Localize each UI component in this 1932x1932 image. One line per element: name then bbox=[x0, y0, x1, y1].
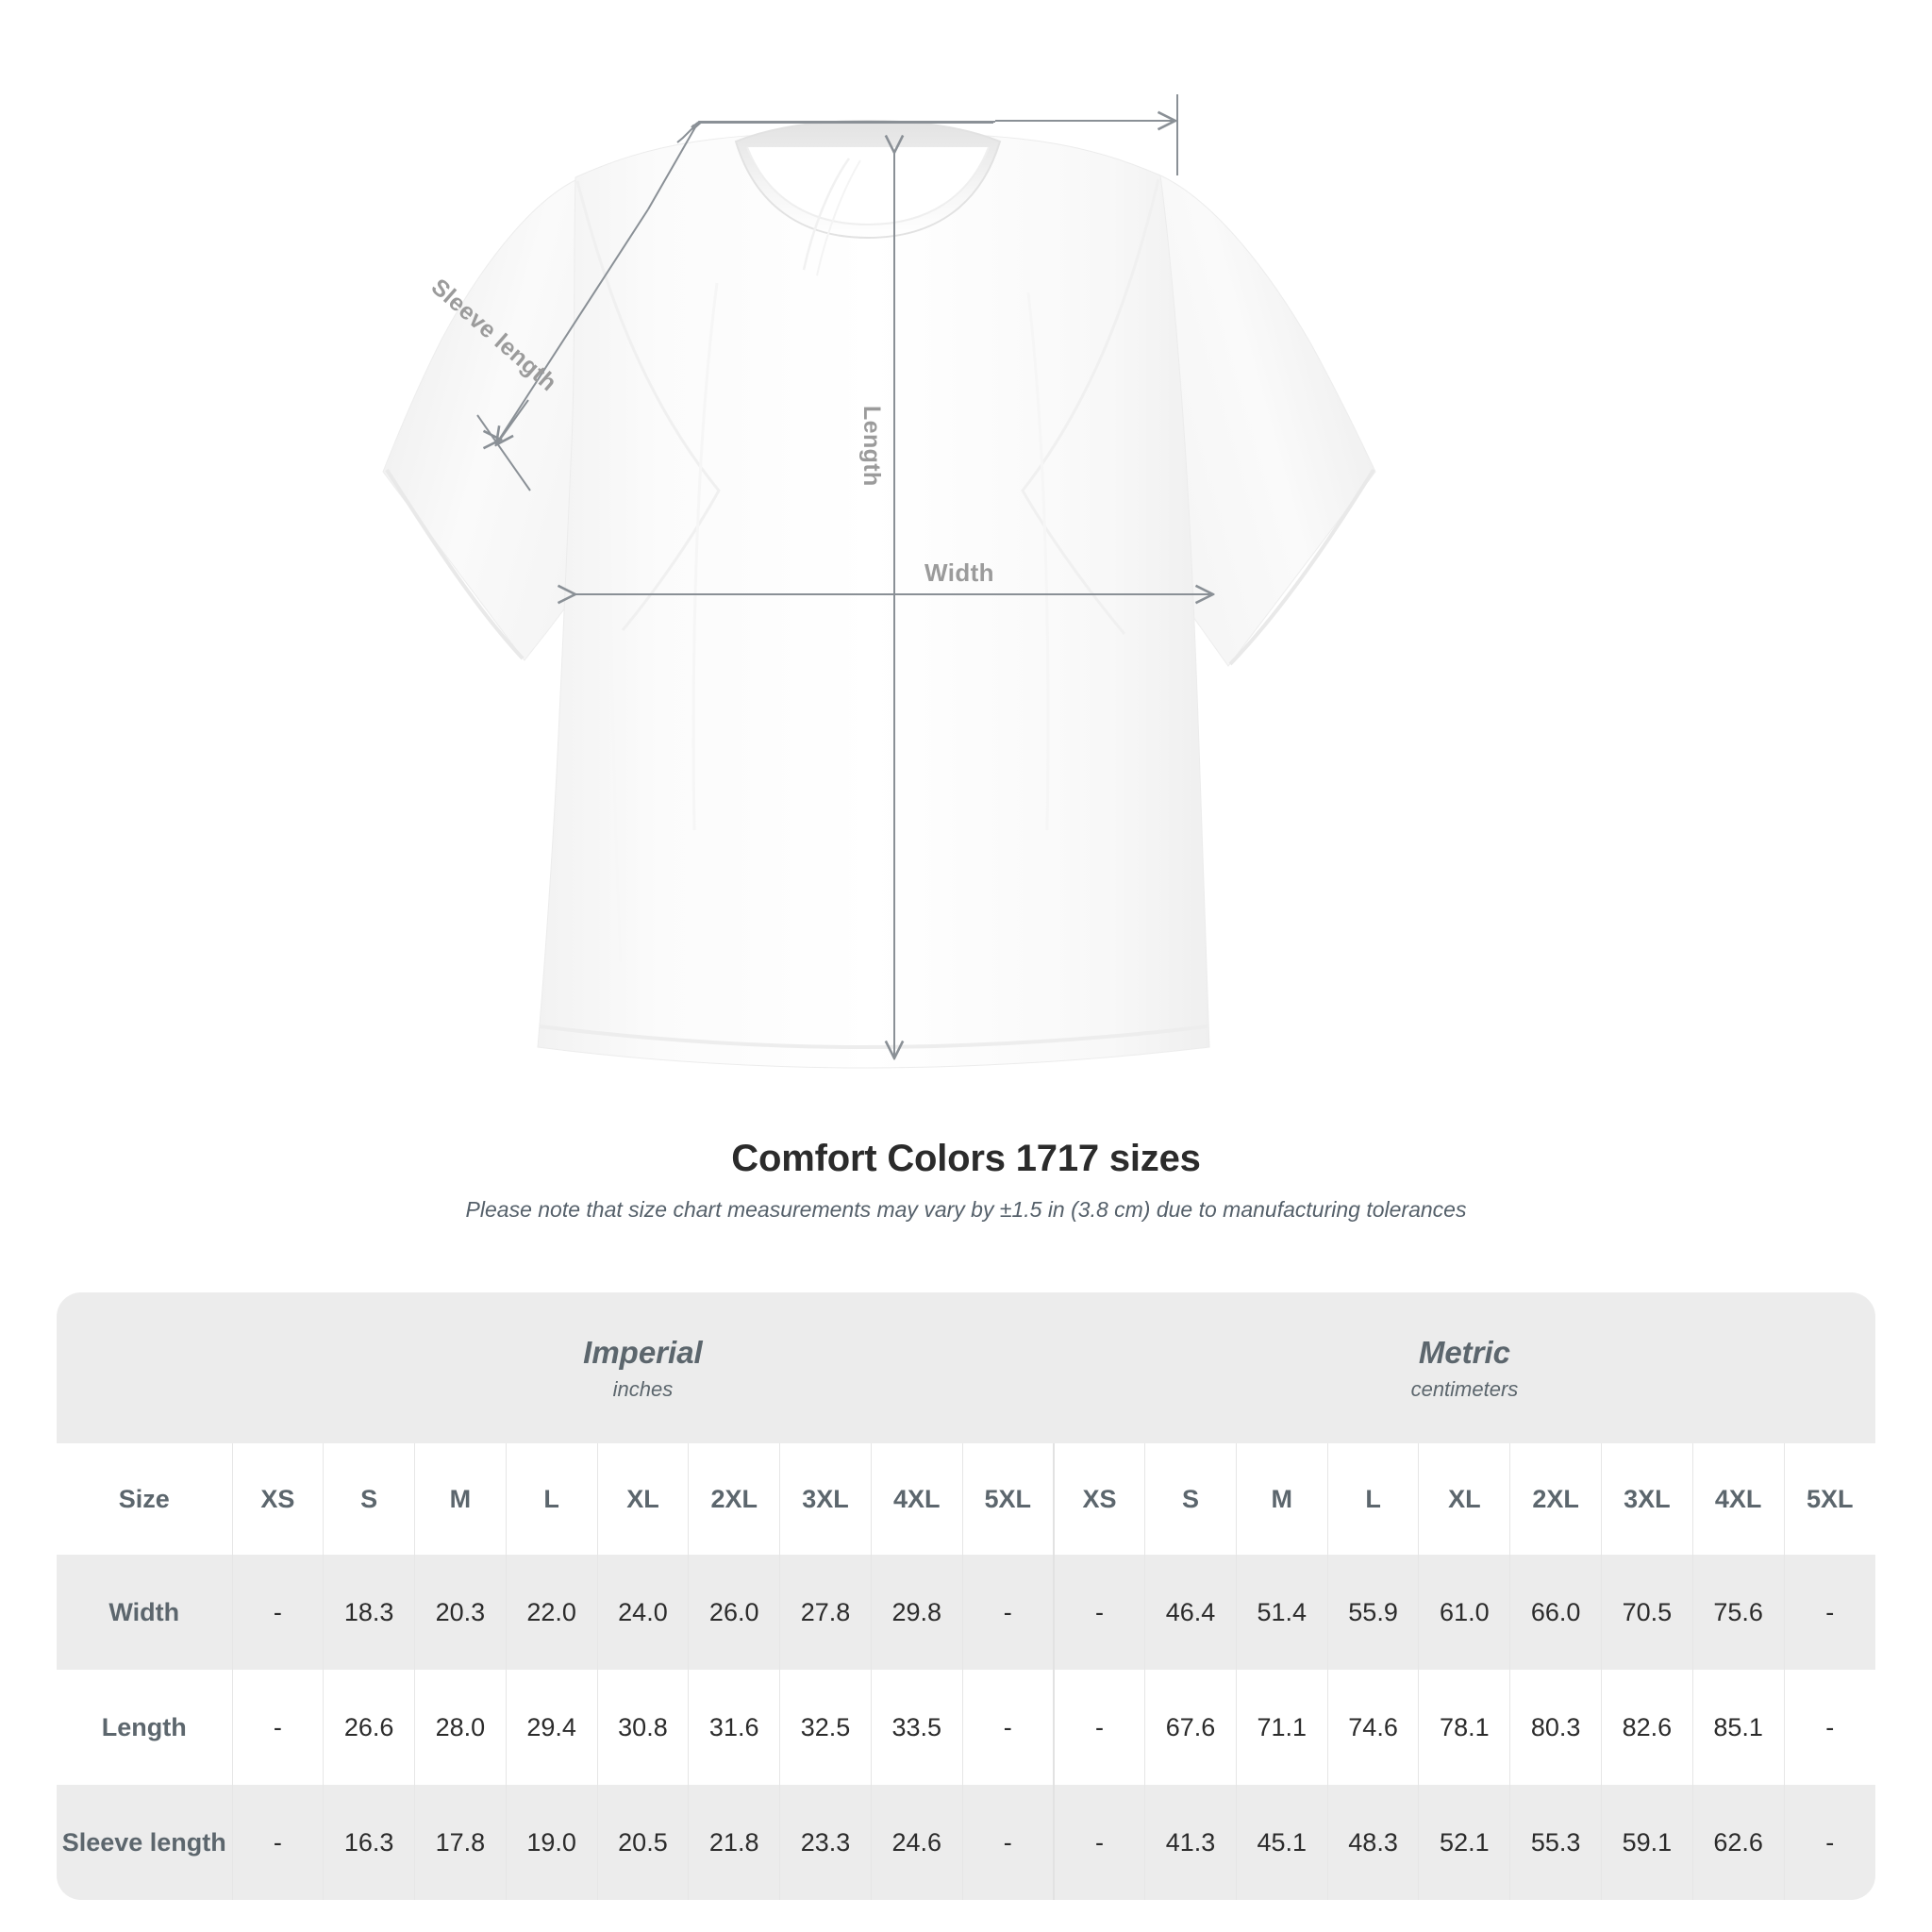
row-label-sleeve-length: Sleeve length bbox=[57, 1785, 232, 1900]
measurement-lines bbox=[476, 94, 1211, 1057]
size-header-imperial-4xl: 4XL bbox=[870, 1443, 963, 1555]
cell-metric-length-3xl: 82.6 bbox=[1600, 1670, 1693, 1785]
page-title: Comfort Colors 1717 sizes bbox=[731, 1138, 1201, 1179]
unit-group-unit: inches bbox=[612, 1376, 674, 1401]
unit-group-header-row: Imperial inches Metric centimeters bbox=[57, 1292, 1875, 1443]
cell-metric-length-5xl: - bbox=[1783, 1670, 1875, 1785]
size-header-imperial-2xl: 2XL bbox=[688, 1443, 780, 1555]
cell-metric-sleeve-length-4xl: 62.6 bbox=[1691, 1785, 1785, 1900]
cell-imperial-length-m: 28.0 bbox=[414, 1670, 507, 1785]
cell-imperial-length-3xl: 32.5 bbox=[779, 1670, 872, 1785]
size-header-metric-3xl: 3XL bbox=[1600, 1443, 1693, 1555]
row-label-length: Length bbox=[57, 1670, 232, 1785]
table-row: Width -18.3 20.3 22.0 24.0 26.0 27.8 29.8- -46.4… bbox=[57, 1555, 1875, 1670]
cell-metric-length-s: 67.6 bbox=[1144, 1670, 1237, 1785]
cell-metric-width-m: 51.4 bbox=[1235, 1555, 1328, 1670]
size-header-metric-xs: XS bbox=[1052, 1443, 1145, 1555]
size-header-metric-m: M bbox=[1235, 1443, 1328, 1555]
unit-group-name: Metric bbox=[1418, 1335, 1511, 1370]
tolerance-note: Please note that size chart measurements… bbox=[465, 1197, 1467, 1222]
cell-imperial-sleeve-length-xl: 20.5 bbox=[596, 1785, 689, 1900]
cell-imperial-sleeve-length-s: 16.3 bbox=[323, 1785, 415, 1900]
table-row: Sleeve length -16.3 17.8 19.0 20.5 21.8 23.3 24… bbox=[57, 1785, 1875, 1900]
length-dimension-label: Length bbox=[858, 406, 885, 487]
cell-metric-sleeve-length-2xl: 55.3 bbox=[1509, 1785, 1602, 1900]
cell-imperial-width-xl: 24.0 bbox=[596, 1555, 689, 1670]
size-header-imperial-s: S bbox=[323, 1443, 415, 1555]
size-header-row: Size XS S M L XL 2XL 3XL 4XL 5XL XS S M L XL 2XL 3XL 4XL 5… bbox=[57, 1443, 1875, 1555]
size-header-metric-2xl: 2XL bbox=[1509, 1443, 1602, 1555]
cell-imperial-width-xs: - bbox=[231, 1555, 324, 1670]
cell-metric-sleeve-length-s: 41.3 bbox=[1144, 1785, 1237, 1900]
row-label-width: Width bbox=[57, 1555, 232, 1670]
cell-imperial-length-s: 26.6 bbox=[323, 1670, 415, 1785]
size-header-metric-5xl: 5XL bbox=[1783, 1443, 1875, 1555]
cell-imperial-sleeve-length-xs: - bbox=[231, 1785, 324, 1900]
cell-imperial-length-5xl: - bbox=[961, 1670, 1054, 1785]
unit-group-metric: Metric centimeters bbox=[1053, 1292, 1875, 1443]
cell-metric-length-4xl: 85.1 bbox=[1691, 1670, 1785, 1785]
cell-imperial-width-5xl: - bbox=[961, 1555, 1054, 1670]
unit-group-imperial: Imperial inches bbox=[232, 1292, 1054, 1443]
cell-imperial-width-4xl: 29.8 bbox=[870, 1555, 963, 1670]
size-header-metric-4xl: 4XL bbox=[1691, 1443, 1785, 1555]
cell-imperial-width-2xl: 26.0 bbox=[688, 1555, 780, 1670]
size-header-imperial-l: L bbox=[505, 1443, 598, 1555]
size-header-imperial-xl: XL bbox=[596, 1443, 689, 1555]
cell-metric-width-l: 55.9 bbox=[1326, 1555, 1419, 1670]
cell-imperial-sleeve-length-5xl: - bbox=[961, 1785, 1054, 1900]
cell-imperial-width-3xl: 27.8 bbox=[779, 1555, 872, 1670]
cell-imperial-sleeve-length-l: 19.0 bbox=[505, 1785, 598, 1900]
unit-row-corner-cell bbox=[57, 1292, 232, 1443]
chart-caption: Comfort Colors 1717 sizes Please note th… bbox=[0, 1137, 1932, 1224]
cell-metric-sleeve-length-l: 48.3 bbox=[1326, 1785, 1419, 1900]
cell-imperial-width-s: 18.3 bbox=[323, 1555, 415, 1670]
size-header-imperial-3xl: 3XL bbox=[779, 1443, 872, 1555]
cell-metric-length-xl: 78.1 bbox=[1418, 1670, 1510, 1785]
size-chart-table-container: Imperial inches Metric centimeters Size XS S M L… bbox=[57, 1292, 1875, 1900]
cell-imperial-sleeve-length-m: 17.8 bbox=[414, 1785, 507, 1900]
cell-metric-width-s: 46.4 bbox=[1144, 1555, 1237, 1670]
cell-metric-sleeve-length-m: 45.1 bbox=[1235, 1785, 1328, 1900]
cell-imperial-width-l: 22.0 bbox=[505, 1555, 598, 1670]
size-header-metric-s: S bbox=[1144, 1443, 1237, 1555]
table-row: Length -26.6 28.0 29.4 30.8 31.6 32.5 33.5- -67.… bbox=[57, 1670, 1875, 1785]
width-dimension-label: Width bbox=[924, 558, 994, 587]
cell-metric-length-m: 71.1 bbox=[1235, 1670, 1328, 1785]
size-chart-table: Imperial inches Metric centimeters Size XS S M L… bbox=[57, 1292, 1875, 1900]
cell-imperial-length-2xl: 31.6 bbox=[688, 1670, 780, 1785]
unit-group-name: Imperial bbox=[583, 1335, 703, 1370]
cell-imperial-length-l: 29.4 bbox=[505, 1670, 598, 1785]
cell-metric-width-5xl: - bbox=[1783, 1555, 1875, 1670]
cell-imperial-length-xl: 30.8 bbox=[596, 1670, 689, 1785]
size-header-metric-l: L bbox=[1326, 1443, 1419, 1555]
cell-metric-length-2xl: 80.3 bbox=[1509, 1670, 1602, 1785]
cell-imperial-sleeve-length-2xl: 21.8 bbox=[688, 1785, 780, 1900]
cell-metric-width-xs: - bbox=[1052, 1555, 1145, 1670]
size-header-metric-xl: XL bbox=[1418, 1443, 1510, 1555]
cell-imperial-length-4xl: 33.5 bbox=[870, 1670, 963, 1785]
cell-metric-sleeve-length-xl: 52.1 bbox=[1418, 1785, 1510, 1900]
cell-imperial-length-xs: - bbox=[231, 1670, 324, 1785]
cell-metric-sleeve-length-xs: - bbox=[1052, 1785, 1145, 1900]
size-header-imperial-m: M bbox=[414, 1443, 507, 1555]
size-header-imperial-5xl: 5XL bbox=[961, 1443, 1054, 1555]
cell-metric-length-xs: - bbox=[1052, 1670, 1145, 1785]
tshirt-measurement-diagram: Sleeve length Length Width bbox=[382, 94, 1376, 1069]
cell-metric-width-2xl: 66.0 bbox=[1509, 1555, 1602, 1670]
cell-imperial-sleeve-length-4xl: 24.6 bbox=[870, 1785, 963, 1900]
unit-group-unit: centimeters bbox=[1410, 1376, 1519, 1401]
cell-metric-sleeve-length-5xl: - bbox=[1783, 1785, 1875, 1900]
size-header-imperial-xs: XS bbox=[231, 1443, 324, 1555]
cell-metric-sleeve-length-3xl: 59.1 bbox=[1600, 1785, 1693, 1900]
cell-metric-width-3xl: 70.5 bbox=[1600, 1555, 1693, 1670]
cell-imperial-sleeve-length-3xl: 23.3 bbox=[779, 1785, 872, 1900]
cell-metric-length-l: 74.6 bbox=[1326, 1670, 1419, 1785]
cell-metric-width-4xl: 75.6 bbox=[1691, 1555, 1785, 1670]
cell-imperial-width-m: 20.3 bbox=[414, 1555, 507, 1670]
tshirt-illustration bbox=[382, 94, 1376, 1069]
size-header-label: Size bbox=[57, 1443, 232, 1555]
cell-metric-width-xl: 61.0 bbox=[1418, 1555, 1510, 1670]
